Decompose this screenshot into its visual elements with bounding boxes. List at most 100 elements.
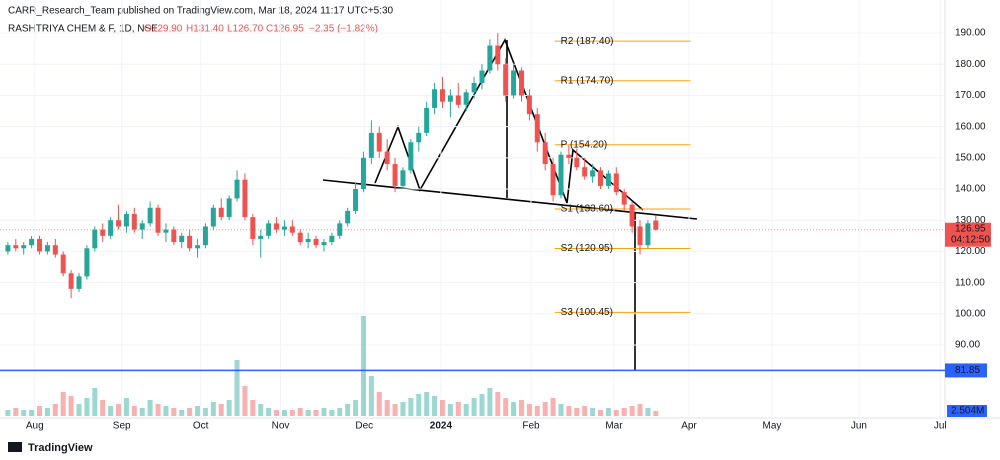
volume-bar: [131, 406, 137, 416]
volume-bar: [250, 400, 256, 416]
candle-body: [202, 226, 208, 246]
volume-label: 2.504M: [951, 406, 984, 417]
price-label: 126.95: [955, 223, 986, 234]
volume-bar: [147, 400, 153, 416]
hline-label: 81.85: [955, 365, 980, 376]
candle-body: [313, 238, 319, 246]
volume-bar: [155, 404, 161, 416]
candle-body: [131, 213, 137, 230]
volume-bar: [60, 392, 66, 416]
open: O129.90: [144, 24, 183, 35]
volume-bar: [337, 408, 343, 416]
candle-body: [84, 248, 90, 277]
volume-bar: [13, 408, 19, 416]
candle-body: [123, 213, 129, 227]
volume-bar: [37, 406, 43, 416]
candle-body: [5, 245, 11, 252]
volume-bar: [550, 398, 556, 416]
volume-bar: [305, 410, 311, 416]
candle-body: [455, 95, 461, 105]
volume-bar: [653, 410, 659, 416]
volume-bar: [68, 396, 74, 416]
x-tick-label: Oct: [193, 421, 209, 432]
candle-body: [297, 232, 303, 243]
close: C126.95: [266, 24, 304, 35]
volume-bar: [439, 400, 445, 416]
volume-bar: [195, 406, 201, 416]
candle-body: [179, 235, 185, 243]
volume-bar: [281, 410, 287, 416]
candle-body: [226, 198, 232, 218]
x-tick-label: Jul: [934, 421, 947, 432]
candle-body: [242, 179, 248, 218]
price-label-box: [945, 222, 991, 247]
x-tick-label: Nov: [272, 421, 290, 432]
volume-bar: [202, 408, 208, 416]
candle-body: [274, 223, 280, 230]
volume-bar: [503, 398, 509, 416]
volume-bar: [463, 404, 469, 416]
volume-bar: [645, 408, 651, 416]
candle-body: [289, 226, 295, 233]
candle-body: [171, 229, 177, 243]
candle-body: [645, 223, 651, 246]
volume-bar: [353, 400, 359, 416]
candle-body: [345, 210, 351, 224]
volume-bar: [566, 406, 572, 416]
volume-bar: [629, 406, 635, 416]
volume-bar: [5, 410, 11, 416]
pivot-label: R1 (174.70): [561, 75, 614, 86]
y-tick-label: 170.00: [955, 90, 986, 101]
volume-bar: [447, 404, 453, 416]
y-tick-label: 100.00: [955, 308, 986, 319]
y-tick-label: 110.00: [955, 277, 985, 288]
volume-bar: [392, 404, 398, 416]
volume-bar: [21, 410, 27, 416]
volume-bar: [455, 402, 461, 416]
volume-bar: [534, 406, 540, 416]
volume-bar: [274, 410, 280, 416]
volume-bar: [266, 408, 272, 416]
volume-bar: [376, 392, 382, 416]
volume-bar: [487, 388, 493, 416]
volume-bar: [384, 400, 390, 416]
candle-body: [29, 238, 35, 246]
candle-body: [598, 170, 604, 186]
volume-bar: [226, 400, 232, 416]
candle-body: [463, 92, 469, 105]
x-tick-label: Jun: [851, 421, 867, 432]
volume-bar: [321, 408, 327, 416]
volume-bar: [234, 360, 240, 416]
x-tick-label: Dec: [355, 421, 373, 432]
volume-bar: [52, 404, 58, 416]
volume-bar: [400, 402, 406, 416]
candle-body: [613, 173, 619, 193]
y-tick-label: 90.00: [955, 340, 980, 351]
volume-bar: [44, 408, 50, 416]
y-tick-label: 140.00: [955, 184, 986, 195]
candle-body: [432, 89, 438, 108]
candle-body: [76, 276, 82, 289]
candle-body: [329, 235, 335, 243]
pivot-label: S2 (120.95): [561, 243, 613, 254]
volume-label-box: [947, 404, 987, 417]
volume-bar: [108, 406, 114, 416]
candle-body: [13, 245, 19, 249]
volume-bar: [218, 404, 224, 416]
candle-body: [653, 220, 659, 230]
candle-body: [392, 164, 398, 186]
x-tick-label: Sep: [113, 421, 131, 432]
x-tick-label: 2024: [430, 421, 453, 432]
x-tick-label: Feb: [522, 421, 540, 432]
candle-body: [534, 114, 540, 143]
volume-bar: [542, 402, 548, 416]
candle-body: [471, 82, 477, 93]
y-tick-label: 120.00: [955, 246, 986, 257]
high: H131.40: [186, 24, 224, 35]
candle-body: [384, 151, 390, 165]
candle-body: [447, 95, 453, 102]
candle-body: [503, 64, 509, 96]
volume-bar: [368, 376, 374, 416]
candle-body: [495, 45, 501, 65]
x-tick-label: Aug: [26, 421, 44, 432]
